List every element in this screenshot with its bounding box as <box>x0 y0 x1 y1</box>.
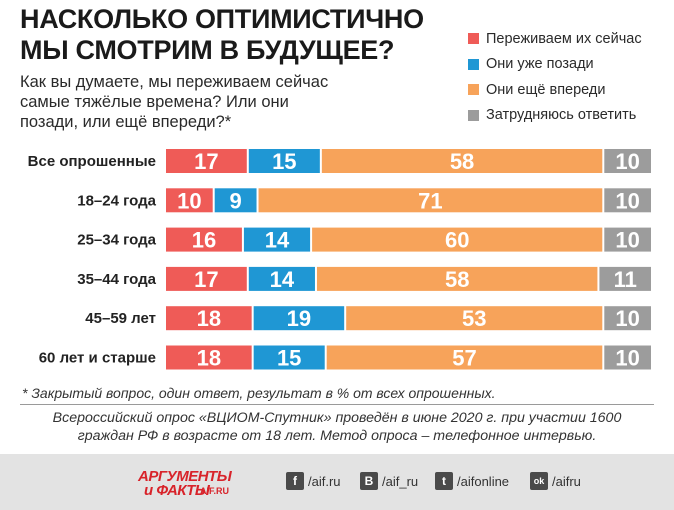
logo-text-line1: АРГУМЕНТЫ <box>138 468 232 485</box>
bar-segment-behind <box>253 345 325 370</box>
bar-value-label: 11 <box>614 267 637 292</box>
bar-segment-now <box>166 227 242 252</box>
bar-value-label: 16 <box>192 228 216 253</box>
logo-text-line2: и ФАКТЫ <box>144 482 210 499</box>
bar-value-label: 60 <box>445 228 469 253</box>
bar-value-label: 9 <box>229 188 241 213</box>
twitter-handle: /aifonline <box>457 473 510 489</box>
bar-segment-ahead <box>346 306 603 331</box>
bar-segment-unsure <box>604 149 651 173</box>
legend-item-behind: Они уже позади <box>468 52 668 78</box>
bar-value-label: 71 <box>418 188 442 213</box>
category-label: 25–34 года <box>77 232 156 249</box>
survey-question: Как вы думаете, мы переживаем сейчас сам… <box>20 72 370 132</box>
bar-segment-unsure <box>604 345 651 370</box>
legend-swatch-behind <box>468 58 479 70</box>
facebook-icon: f <box>286 472 304 490</box>
social-ok-link[interactable]: ok /aifru <box>530 472 581 490</box>
bar-value-label: 10 <box>615 149 639 174</box>
odnoklassniki-icon: ok <box>530 472 548 490</box>
chart-title-line2: МЫ СМОТРИМ В БУДУЩЕЕ? <box>20 35 395 65</box>
category-label: Все опрошенные <box>28 153 156 170</box>
bar-segment-behind <box>248 266 315 291</box>
legend-swatch-unsure <box>468 109 479 121</box>
divider <box>20 404 654 405</box>
legend-label-now: Переживаем их сейчас <box>486 30 642 47</box>
legend-item-now: Переживаем их сейчас <box>468 26 668 52</box>
bar-segment-unsure <box>599 266 651 291</box>
footer-bar: АРГУМЕНТЫ и ФАКТЫ AIF.RU f /aif.ru B /ai… <box>0 454 674 510</box>
legend-swatch-now <box>468 33 479 45</box>
bar-value-label: 10 <box>615 188 639 213</box>
bar-segment-ahead <box>326 345 603 370</box>
bar-segment-behind <box>253 306 345 331</box>
source-note-line2: граждан РФ в возрасте от 18 лет. Метод о… <box>77 428 597 444</box>
bar-value-label: 14 <box>265 228 290 253</box>
bar-value-label: 18 <box>197 306 221 331</box>
bar-segment-behind <box>243 227 311 252</box>
bar-value-label: 10 <box>615 228 639 253</box>
bar-segment-now <box>166 306 252 331</box>
chart-title: НАСКОЛЬКО ОПТИМИСТИЧНО МЫ СМОТРИМ В БУДУ… <box>20 4 440 66</box>
bar-value-label: 58 <box>445 267 469 292</box>
source-note: Всероссийский опрос «ВЦИОМ-Спутник» пров… <box>20 409 654 445</box>
bar-value-label: 57 <box>452 346 476 371</box>
bar-value-label: 10 <box>177 188 201 213</box>
bar-segment-behind <box>248 149 320 173</box>
bar-segment-now <box>166 345 252 370</box>
bar-segment-unsure <box>604 306 651 331</box>
legend-item-unsure: Затрудняюсь ответить <box>468 103 668 129</box>
bar-value-label: 10 <box>615 346 639 371</box>
bar-value-label: 14 <box>270 267 295 292</box>
bar-segment-ahead <box>312 227 603 252</box>
bar-segment-behind <box>214 188 257 213</box>
bar-value-label: 15 <box>272 149 296 174</box>
legend-label-unsure: Затрудняюсь ответить <box>486 107 637 124</box>
bar-segment-ahead <box>321 149 603 173</box>
twitter-icon: t <box>435 472 453 490</box>
bar-segment-unsure <box>604 227 651 252</box>
category-label: 45–59 лет <box>85 310 156 327</box>
chart-legend: Переживаем их сейчас Они уже позади Они … <box>468 26 668 128</box>
bar-value-label: 17 <box>194 149 218 174</box>
bar-value-label: 10 <box>615 306 639 331</box>
survey-question-line1: Как вы думаете, мы переживаем сейчас <box>20 73 329 91</box>
bar-value-label: 15 <box>277 346 301 371</box>
vk-handle: /aif_ru <box>382 473 419 489</box>
source-note-line1: Всероссийский опрос «ВЦИОМ-Спутник» пров… <box>52 410 622 426</box>
bar-value-label: 58 <box>450 149 474 174</box>
ok-handle: /aifru <box>552 473 581 489</box>
bar-segment-now <box>166 149 247 173</box>
stacked-bar-chart: Все опрошенные 17 15 58 10 18–24 года 10 9 71 10 2… <box>28 149 651 371</box>
social-vk-link[interactable]: B /aif_ru <box>360 472 418 490</box>
bar-value-label: 18 <box>197 346 221 371</box>
legend-label-ahead: Они ещё впереди <box>486 81 606 98</box>
legend-label-behind: Они уже позади <box>486 56 594 73</box>
bar-value-label: 17 <box>194 267 218 292</box>
legend-swatch-ahead <box>468 84 479 96</box>
category-label: 18–24 года <box>77 192 156 209</box>
bar-segment-ahead <box>258 188 603 213</box>
survey-question-line3: позади, или ещё впереди?* <box>20 113 232 131</box>
bar-segment-now <box>166 188 213 213</box>
survey-question-line2: самые тяжёлые времена? Или они <box>20 93 289 111</box>
bar-segment-now <box>166 266 247 291</box>
facebook-handle: /aif.ru <box>308 473 341 489</box>
bar-segment-unsure <box>604 188 651 213</box>
category-label: 35–44 года <box>77 271 156 288</box>
footnote: * Закрытый вопрос, один ответ, результат… <box>22 385 496 401</box>
legend-item-ahead: Они ещё впереди <box>468 77 668 103</box>
social-facebook-link[interactable]: f /aif.ru <box>286 472 341 490</box>
bar-value-label: 19 <box>287 306 311 331</box>
aif-logo[interactable]: АРГУМЕНТЫ и ФАКТЫ AIF.RU <box>138 468 248 499</box>
bar-value-label: 53 <box>462 306 486 331</box>
logo-domain: AIF.RU <box>200 486 229 496</box>
social-twitter-link[interactable]: t /aifonline <box>435 472 509 490</box>
chart-title-line1: НАСКОЛЬКО ОПТИМИСТИЧНО <box>20 4 424 34</box>
vk-icon: B <box>360 472 378 490</box>
bar-segment-ahead <box>316 266 598 291</box>
category-label: 60 лет и старше <box>39 350 156 367</box>
